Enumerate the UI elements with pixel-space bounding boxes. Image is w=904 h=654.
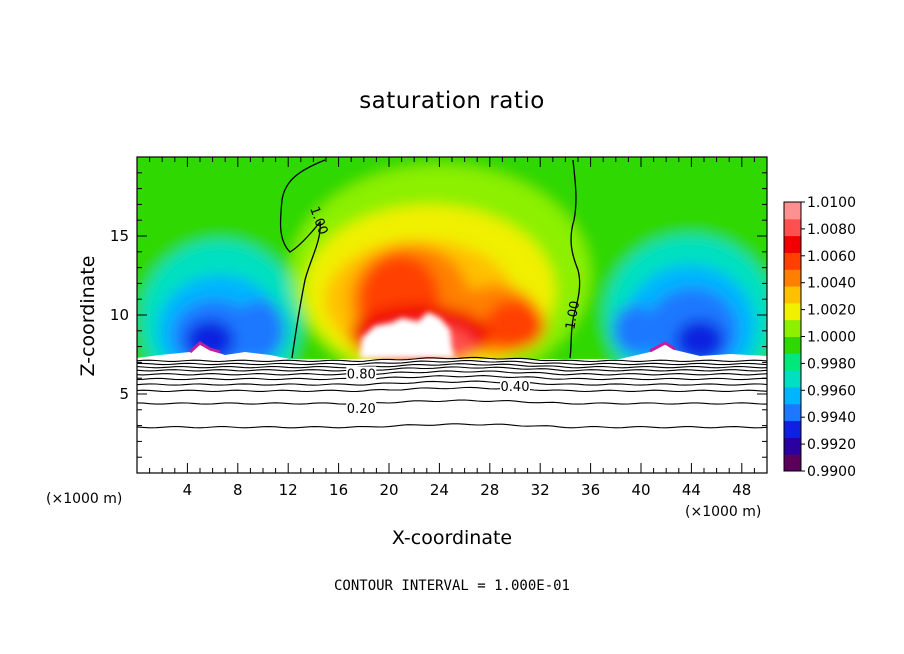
contour-line: [136, 380, 768, 386]
x-tick-label: 40: [631, 481, 650, 499]
y-tick-label: 15: [110, 227, 129, 245]
x-tick-label: 48: [732, 481, 751, 499]
contour-line: [136, 423, 768, 429]
colorbar-label: 0.9940: [807, 410, 856, 426]
colorbar-segment: [784, 353, 801, 371]
colorbar-segment: [784, 403, 801, 422]
x-unit-label-right: (×1000 m): [685, 504, 762, 520]
colorbar-label: 1.0000: [807, 330, 856, 346]
contour-line: [137, 359, 768, 366]
x-tick-label: 24: [430, 481, 449, 499]
contour-line: [136, 386, 768, 393]
x-ticks: 4 8 12 16 20 24 28 32 36 40 44 48: [149, 157, 755, 499]
y-tick-label: 10: [110, 306, 129, 324]
x-unit-label-left: (×1000 m): [46, 491, 123, 507]
colorbar: 1.0100 1.0080 1.0060 1.0040 1.0020 1.0000 0.99…: [783, 195, 856, 480]
y-tick-label: 5: [119, 385, 129, 403]
colorbar-segment: [784, 420, 801, 438]
colorbar-label: 1.0040: [807, 276, 856, 292]
colorbar-segment: [784, 286, 801, 304]
colorbar-label: 1.0060: [807, 249, 856, 265]
field-layer: [137, 157, 767, 473]
contour-line: [136, 399, 768, 405]
contour-label: 0.40: [500, 379, 530, 395]
x-axis-label: X-coordinate: [391, 527, 513, 549]
colorbar-label: 0.9900: [807, 464, 856, 480]
colorbar-segment: [784, 235, 801, 253]
svg-text:0.80: 0.80: [347, 367, 376, 382]
colorbar-segment: [784, 302, 801, 321]
colorbar-segment: [784, 202, 801, 220]
x-tick-label: 44: [682, 481, 701, 499]
colorbar-segment: [784, 454, 801, 472]
contour-label: 1.00: [563, 300, 583, 331]
colorbar-label: 0.9980: [807, 356, 856, 372]
colorbar-label: 1.0100: [807, 195, 856, 211]
colorbar-segment: [784, 336, 801, 354]
colorbar-label: 0.9920: [807, 437, 856, 453]
contour-line: [136, 370, 768, 376]
contour-line: [136, 366, 768, 372]
x-tick-label: 20: [379, 481, 398, 499]
colorbar-segment: [784, 386, 801, 405]
x-tick-label: 4: [183, 481, 193, 499]
colorbar-label: 1.0020: [807, 303, 856, 319]
x-tick-label: 12: [279, 481, 298, 499]
contour-1-left: [279, 159, 326, 359]
y-ticks: 5 10 15: [110, 172, 767, 458]
contour-interval-note: CONTOUR INTERVAL = 1.000E-01: [333, 578, 570, 594]
x-tick-label: 16: [329, 481, 348, 499]
sub-cloud-region: [137, 344, 767, 473]
x-tick-label: 36: [581, 481, 600, 499]
colorbar-segment: [784, 269, 801, 287]
contour-1-right: [569, 159, 581, 359]
contour-lines: [136, 356, 768, 429]
contour-label: 0.20: [346, 401, 377, 417]
colorbar-segment: [784, 319, 801, 337]
saturated-pocket: [360, 312, 455, 358]
svg-text:0.20: 0.20: [347, 402, 376, 417]
x-tick-label: 8: [233, 481, 243, 499]
colorbar-label: 0.9960: [807, 383, 856, 399]
contour-line: [136, 363, 768, 369]
contour-line: [136, 356, 768, 363]
chart-title: saturation ratio: [359, 88, 545, 114]
colorbar-segment: [784, 252, 801, 270]
colorbar-segment: [784, 370, 801, 388]
colorbar-label: 1.0080: [807, 222, 856, 238]
svg-text:0.40: 0.40: [501, 380, 530, 395]
svg-text:1.00: 1.00: [563, 300, 583, 331]
colorbar-segment: [784, 218, 801, 237]
contour-label: 0.80: [346, 366, 377, 382]
x-tick-label: 28: [480, 481, 499, 499]
colorbar-segment: [784, 437, 801, 455]
contour-line: [136, 375, 767, 381]
x-tick-label: 32: [531, 481, 550, 499]
